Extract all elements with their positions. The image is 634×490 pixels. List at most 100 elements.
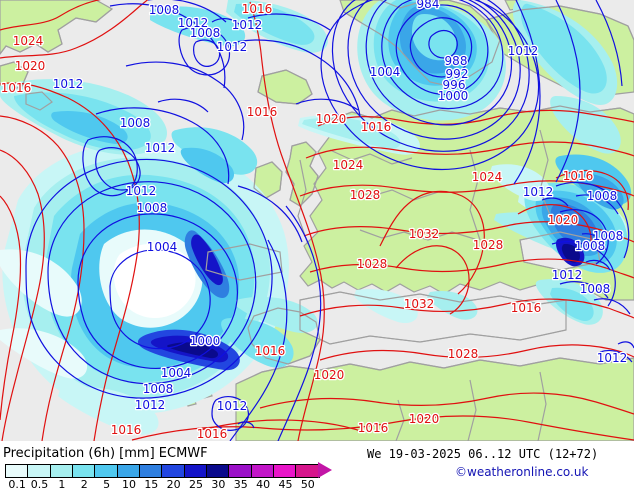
run-datetime: We 19-03-2025 06..12 UTC (12+72): [367, 447, 599, 461]
isobar-label: 1004: [370, 65, 401, 79]
isobar-label: 1012: [232, 18, 263, 32]
isobar-label: 1028: [473, 238, 504, 252]
isobar-label: 1024: [13, 34, 44, 48]
precip-band-biscay: [236, 296, 318, 333]
colorbar-swatch: [28, 465, 51, 477]
precip-baltic-north: [550, 96, 621, 154]
isobar-label: 1012: [53, 77, 84, 91]
precip-sw-trail-2: [0, 328, 88, 379]
colorbar-tick: 1: [58, 478, 66, 490]
isobar-label: 1012: [508, 44, 539, 58]
colorbar[interactable]: [5, 464, 320, 478]
precip-nordic-low-eye: [412, 14, 457, 61]
isobar-label: 1008: [120, 116, 151, 130]
map-canvas[interactable]: 1024 1020 1016 1012 1008 1012 1008 1012 1008 1016…: [0, 0, 634, 441]
isobar-label: 1024: [472, 170, 503, 184]
isobar-label: 1016: [111, 423, 142, 437]
colorbar-tick: 0.1: [8, 478, 26, 490]
isobar-label: 1028: [357, 257, 388, 271]
colorbar-swatch: [229, 465, 252, 477]
isobar-label: 1032: [404, 297, 435, 311]
colorbar-swatch: [251, 465, 275, 477]
isobar-label: 1012: [217, 399, 248, 413]
precip-baltic-band-core: [302, 117, 401, 149]
precip-nw-band-max: [51, 110, 128, 144]
isobar-label: 1016: [563, 169, 594, 183]
isobar-label: 1012: [552, 268, 583, 282]
isobar-label: 996: [443, 78, 466, 92]
isobar-label: 1008: [149, 3, 180, 17]
isobar-label: 1020: [316, 112, 347, 126]
isobar-label: 1016: [242, 2, 273, 16]
colorbar-tick-labels: 0.1 0.5 1 2 5 10 15 20 25 30 35 40 45 50: [0, 478, 330, 490]
precip-sw-trail-3: [58, 387, 159, 435]
colorbar-swatch: [117, 465, 141, 477]
isobar-label: 1016: [1, 81, 32, 95]
precip-levant-core: [550, 287, 594, 322]
isobar-label: 1008: [137, 201, 168, 215]
colorbar-swatch: [95, 465, 118, 477]
isobar-label: 1032: [409, 227, 440, 241]
colorbar-tick: 2: [80, 478, 88, 490]
isobar-label: 1008: [587, 189, 618, 203]
isobar-label: 1012: [178, 16, 209, 30]
colorbar-swatch: [274, 465, 297, 477]
isobar-label: 1008: [575, 239, 606, 253]
legend-title: Precipitation (6h) [mm] ECMWF: [3, 446, 208, 461]
precip-turkey-peak: [561, 244, 580, 263]
colorbar-swatch: [73, 465, 96, 477]
colorbar-swatch: [50, 465, 74, 477]
isobar-label: 1016: [247, 105, 278, 119]
isobar-label: 1016: [255, 344, 286, 358]
isobar-label: 1020: [15, 59, 46, 73]
precip-band-iberia-approach: [221, 318, 294, 368]
precip-iceland-core: [180, 147, 235, 184]
isobar-label: 1012: [523, 185, 554, 199]
isobar-label: 1016: [511, 301, 542, 315]
colorbar-swatch: [162, 465, 185, 477]
colorbar-tick: 25: [189, 478, 204, 490]
isobar-label: 1016: [358, 421, 389, 435]
isobar-label: 1000: [438, 89, 469, 103]
precip-turkey-core: [550, 203, 598, 249]
isobar-label: 1028: [350, 188, 381, 202]
colorbar-tick: 20: [166, 478, 181, 490]
colorbar-tick: 5: [103, 478, 111, 490]
isobar-label: 1008: [143, 382, 174, 396]
isobar-label: 1004: [147, 240, 178, 254]
isobars-low: [25, 0, 634, 441]
precip-core-sw-max: [167, 342, 218, 359]
isobar-label: 1016: [197, 427, 228, 441]
isobar-label: 1012: [126, 184, 157, 198]
colorbar-swatch: [140, 465, 163, 477]
precipitation-field: [0, 0, 632, 435]
precip-iceland-band: [171, 127, 258, 175]
colorbar-tick: 35: [233, 478, 248, 490]
isobar-label: 988: [445, 54, 468, 68]
precip-turkey-north-core: [576, 173, 624, 210]
isobar-label: 1012: [145, 141, 176, 155]
colorbar-tick: 0.5: [30, 478, 49, 490]
colorbar-swatch: [296, 465, 319, 477]
isobar-label: 1020: [409, 412, 440, 426]
copyright-notice: ©weatheronline.co.uk: [455, 465, 589, 479]
isobars-high: [0, 0, 634, 441]
precip-atlantic-eye-dry: [113, 243, 196, 318]
isobar-label: 1012: [597, 351, 628, 365]
isobar-label: 1004: [161, 366, 192, 380]
isobar-label: 1008: [593, 229, 624, 243]
isobar-label: 1000: [190, 334, 221, 348]
colorbar-overflow-arrow: [318, 462, 332, 478]
isobar-label: 1016: [361, 120, 392, 134]
isobar-label: 1012: [135, 398, 166, 412]
isobar-label: 992: [446, 67, 469, 81]
colorbar-swatch: [184, 465, 208, 477]
colorbar-tick: 10: [121, 478, 136, 490]
isobar-label: 1024: [333, 158, 364, 172]
isobar-label: 1020: [314, 368, 345, 382]
isobar-label: 984: [417, 0, 440, 11]
isobar-label: 1028: [448, 347, 479, 361]
